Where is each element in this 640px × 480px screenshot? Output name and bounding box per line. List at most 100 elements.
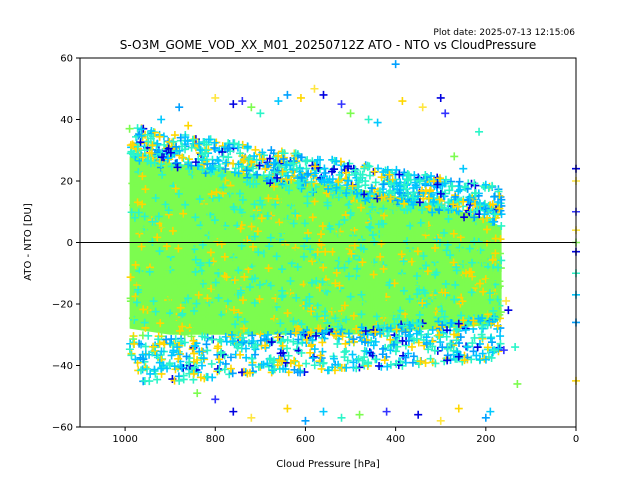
- data-point: [140, 318, 149, 327]
- data-point: [186, 266, 195, 275]
- data-point: [270, 228, 279, 237]
- data-point: [419, 252, 428, 261]
- data-point: [157, 115, 166, 124]
- data-point: [471, 298, 480, 307]
- data-point: [439, 257, 448, 266]
- data-point: [485, 317, 494, 326]
- data-point: [200, 274, 209, 283]
- data-point: [245, 266, 254, 275]
- data-point: [164, 177, 173, 186]
- data-point: [473, 343, 482, 352]
- data-point: [349, 164, 358, 173]
- data-point: [275, 218, 284, 227]
- data-point: [220, 305, 229, 313]
- data-point: [395, 332, 404, 341]
- data-point: [317, 364, 326, 373]
- data-point: [428, 306, 437, 315]
- data-point: [138, 153, 147, 162]
- data-point: [219, 198, 228, 207]
- data-point: [200, 201, 209, 210]
- data-point: [202, 216, 211, 225]
- data-point: [400, 180, 409, 189]
- data-point: [201, 149, 210, 158]
- data-point: [176, 260, 185, 269]
- data-point: [352, 364, 361, 373]
- data-point: [311, 169, 320, 178]
- data-point: [166, 294, 175, 303]
- data-point: [278, 357, 287, 366]
- data-point: [354, 354, 363, 363]
- data-point: [148, 217, 157, 226]
- data-point: [269, 158, 278, 167]
- data-point: [335, 247, 344, 256]
- data-point: [215, 366, 224, 375]
- data-point: [251, 145, 260, 154]
- data-point: [239, 333, 248, 342]
- data-point: [351, 199, 360, 208]
- data-point: [307, 193, 316, 202]
- data-point: [130, 213, 139, 222]
- data-point: [396, 357, 405, 366]
- data-point: [131, 292, 140, 301]
- data-point: [317, 176, 326, 185]
- data-point: [357, 243, 366, 252]
- data-point: [430, 346, 439, 355]
- data-point: [145, 267, 154, 276]
- data-point: [276, 319, 285, 328]
- data-point: [342, 347, 351, 356]
- data-point: [440, 204, 449, 213]
- data-point: [175, 376, 184, 385]
- data-point: [410, 171, 419, 180]
- data-point: [218, 148, 227, 157]
- data-point: [480, 354, 489, 363]
- data-point: [202, 340, 211, 349]
- data-point: [431, 270, 440, 279]
- data-point: [353, 189, 362, 198]
- data-point: [358, 356, 367, 365]
- data-point: [341, 168, 350, 177]
- data-point: [408, 230, 417, 239]
- data-point: [202, 268, 211, 277]
- data-point: [199, 138, 208, 147]
- data-point: [250, 298, 259, 307]
- data-point: [193, 269, 202, 278]
- data-point: [446, 339, 455, 348]
- data-point: [133, 198, 142, 207]
- data-point: [182, 283, 191, 292]
- data-point: [291, 268, 300, 277]
- data-point: [157, 347, 166, 356]
- data-point: [298, 223, 307, 232]
- data-point: [139, 305, 148, 314]
- data-point: [431, 254, 440, 263]
- data-point: [309, 352, 318, 361]
- data-point: [173, 279, 182, 288]
- data-point: [376, 187, 385, 196]
- data-point: [319, 172, 328, 181]
- data-point: [253, 263, 262, 272]
- data-point: [360, 164, 369, 173]
- data-point: [267, 307, 276, 316]
- data-point: [466, 301, 475, 310]
- data-point: [219, 183, 228, 192]
- data-point: [341, 308, 350, 317]
- data-point: [443, 356, 452, 365]
- data-point: [472, 297, 481, 306]
- data-point: [319, 90, 328, 99]
- data-point: [228, 369, 237, 378]
- data-point: [416, 357, 425, 366]
- data-point: [217, 240, 226, 249]
- data-point: [335, 220, 344, 229]
- data-point: [221, 165, 230, 174]
- data-point: [292, 165, 301, 174]
- data-point: [187, 232, 196, 241]
- data-point: [473, 217, 482, 226]
- data-point: [311, 206, 320, 215]
- data-point: [190, 363, 199, 372]
- data-point: [379, 272, 388, 281]
- data-point: [177, 231, 186, 240]
- x-tick-label: 400: [386, 434, 405, 445]
- data-point: [452, 326, 461, 335]
- data-point: [474, 314, 483, 323]
- data-point: [147, 126, 156, 135]
- data-point: [319, 407, 328, 416]
